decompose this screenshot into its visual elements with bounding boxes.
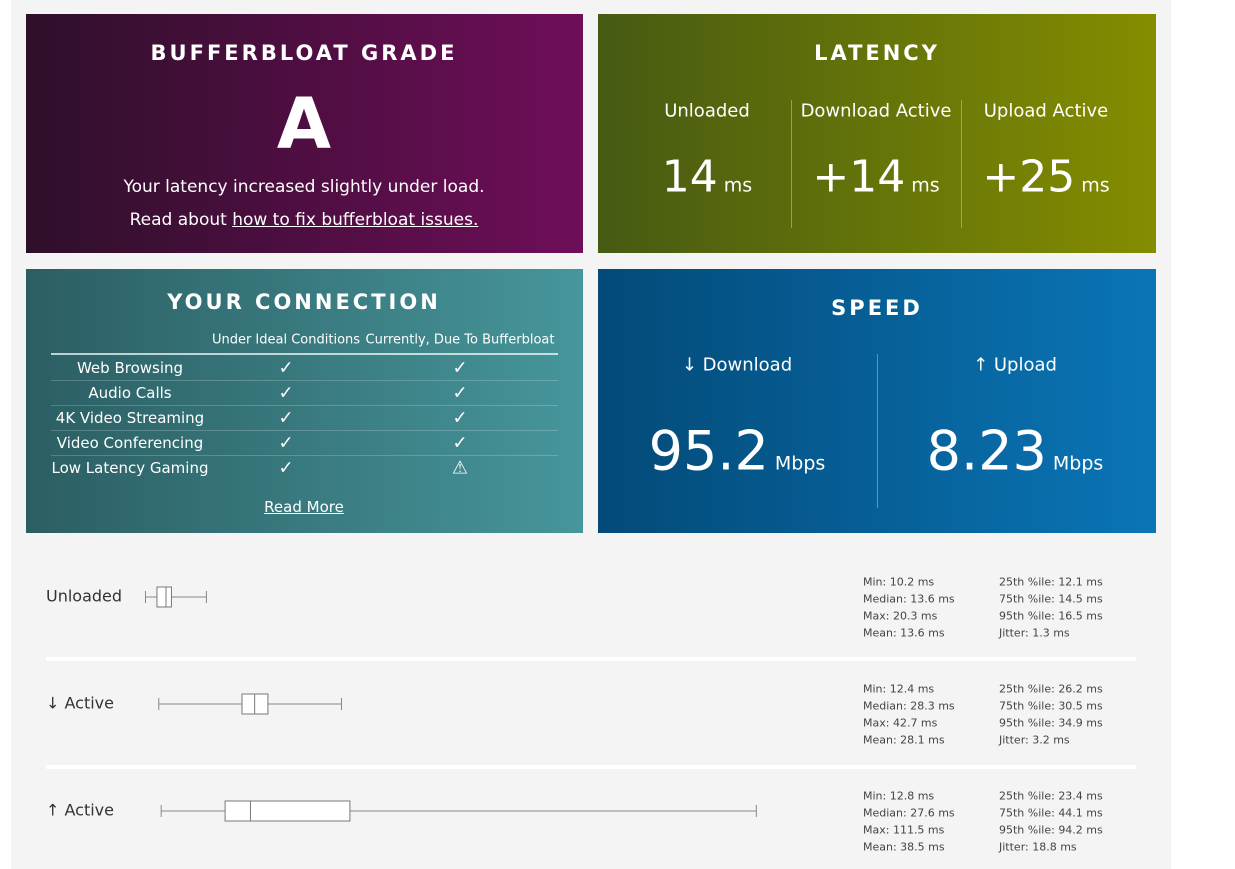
unit: Mbps bbox=[774, 452, 826, 475]
unit: ms bbox=[723, 174, 753, 197]
latency-value: 14 ms bbox=[662, 152, 752, 203]
latency-label: Download Active bbox=[800, 100, 952, 122]
current-status: ✓ bbox=[452, 382, 468, 404]
unit: ms bbox=[911, 174, 940, 197]
current-status: ✓ bbox=[452, 432, 468, 454]
latency-label: Upload Active bbox=[983, 100, 1109, 122]
value: 95.2 bbox=[648, 419, 769, 483]
latency-card: LATENCY Unloaded 14 ms Download Active +14 ms… bbox=[598, 14, 1156, 253]
grade-card: BUFFERBLOAT GRADE A Your latency increas… bbox=[26, 14, 583, 253]
row-rule bbox=[51, 455, 558, 456]
box bbox=[156, 586, 172, 608]
stat: 75th %ile: 44.1 ms bbox=[999, 806, 1103, 820]
row-rule bbox=[51, 430, 558, 431]
divider bbox=[961, 100, 962, 228]
box bbox=[224, 800, 351, 822]
connection-card: YOUR CONNECTION Under Ideal Conditions C… bbox=[26, 269, 583, 533]
ideal-status: ✓ bbox=[278, 382, 294, 404]
stat: 95th %ile: 94.2 ms bbox=[999, 823, 1103, 837]
grade-letter: A bbox=[276, 83, 332, 165]
value: 14 bbox=[661, 151, 718, 203]
stat: 25th %ile: 26.2 ms bbox=[999, 682, 1103, 696]
row-label: 4K Video Streaming bbox=[55, 409, 205, 427]
row-label: Low Latency Gaming bbox=[51, 459, 209, 477]
stat: Median: 28.3 ms bbox=[863, 699, 955, 713]
current-status: ✓ bbox=[452, 357, 468, 379]
card-title: SPEED bbox=[831, 296, 923, 320]
value: +25 bbox=[982, 151, 1076, 203]
row-separator bbox=[46, 765, 1136, 769]
speed-value: 95.2 Mbps bbox=[649, 420, 826, 483]
row-label: Video Conferencing bbox=[56, 434, 204, 452]
summary: Your latency increased slightly under lo… bbox=[123, 177, 485, 197]
stat: Mean: 28.1 ms bbox=[863, 733, 945, 747]
read-prefix: Read about bbox=[129, 210, 227, 230]
column-header: Under Ideal Conditions bbox=[211, 332, 361, 348]
stat: Median: 27.6 ms bbox=[863, 806, 955, 820]
unit: ms bbox=[1081, 174, 1110, 197]
row-label: ↓ Active bbox=[46, 693, 114, 713]
card-title: BUFFERBLOAT GRADE bbox=[150, 41, 458, 65]
row-rule bbox=[51, 405, 558, 406]
stat: 95th %ile: 16.5 ms bbox=[999, 609, 1103, 623]
stat: Mean: 38.5 ms bbox=[863, 840, 945, 854]
ideal-status: ✓ bbox=[278, 407, 294, 429]
value: +14 bbox=[812, 151, 906, 203]
stat: 75th %ile: 30.5 ms bbox=[999, 699, 1103, 713]
ideal-status: ✓ bbox=[278, 357, 294, 379]
stat: Jitter: 18.8 ms bbox=[999, 840, 1077, 854]
read-line: Read about how to fix bufferbloat issues… bbox=[130, 210, 479, 230]
card-title: YOUR CONNECTION bbox=[167, 290, 441, 314]
speed-label: ↓ Download bbox=[681, 354, 793, 376]
stat: Jitter: 3.2 ms bbox=[999, 733, 1070, 747]
speed-value: 8.23 Mbps bbox=[927, 420, 1104, 483]
stat: Min: 10.2 ms bbox=[863, 575, 935, 589]
read-more: Read More bbox=[264, 498, 344, 516]
column-header: Currently, Due To Bufferbloat bbox=[365, 332, 555, 348]
card-title: LATENCY bbox=[814, 41, 940, 65]
stat: 95th %ile: 34.9 ms bbox=[999, 716, 1103, 730]
stat: 75th %ile: 14.5 ms bbox=[999, 592, 1103, 606]
read-more-link[interactable]: Read More bbox=[264, 498, 344, 516]
unit: Mbps bbox=[1052, 452, 1104, 475]
stat: 25th %ile: 12.1 ms bbox=[999, 575, 1103, 589]
stat: Max: 20.3 ms bbox=[863, 609, 938, 623]
divider bbox=[791, 100, 792, 228]
stat: Max: 42.7 ms bbox=[863, 716, 938, 730]
row-separator bbox=[46, 657, 1136, 661]
row-label: Unloaded bbox=[46, 586, 123, 606]
current-status: ⚠ bbox=[451, 457, 469, 479]
current-status: ✓ bbox=[452, 407, 468, 429]
stat: Jitter: 1.3 ms bbox=[999, 626, 1070, 640]
ideal-status: ✓ bbox=[278, 432, 294, 454]
stat: Min: 12.4 ms bbox=[863, 682, 935, 696]
stat: Median: 13.6 ms bbox=[863, 592, 955, 606]
value: 8.23 bbox=[926, 419, 1047, 483]
row-label: Audio Calls bbox=[88, 384, 172, 402]
ideal-status: ✓ bbox=[278, 457, 294, 479]
row-label: ↑ Active bbox=[46, 800, 114, 820]
latency-value: +14 ms bbox=[812, 152, 939, 203]
stat: 25th %ile: 23.4 ms bbox=[999, 789, 1103, 803]
latency-label: Unloaded bbox=[664, 100, 750, 122]
row-label: Web Browsing bbox=[76, 359, 184, 377]
header-rule bbox=[51, 353, 558, 355]
speed-label: ↑ Upload bbox=[973, 354, 1057, 376]
row-rule bbox=[51, 380, 558, 381]
speed-card: SPEED ↓ Download 95.2 Mbps ↑ Upload 8.23 Mbps bbox=[598, 269, 1156, 533]
fix-link[interactable]: how to fix bufferbloat issues. bbox=[232, 210, 479, 230]
divider bbox=[877, 354, 878, 508]
stat: Min: 12.8 ms bbox=[863, 789, 935, 803]
stat: Mean: 13.6 ms bbox=[863, 626, 945, 640]
stat: Max: 111.5 ms bbox=[863, 823, 945, 837]
latency-value: +25 ms bbox=[982, 152, 1109, 203]
